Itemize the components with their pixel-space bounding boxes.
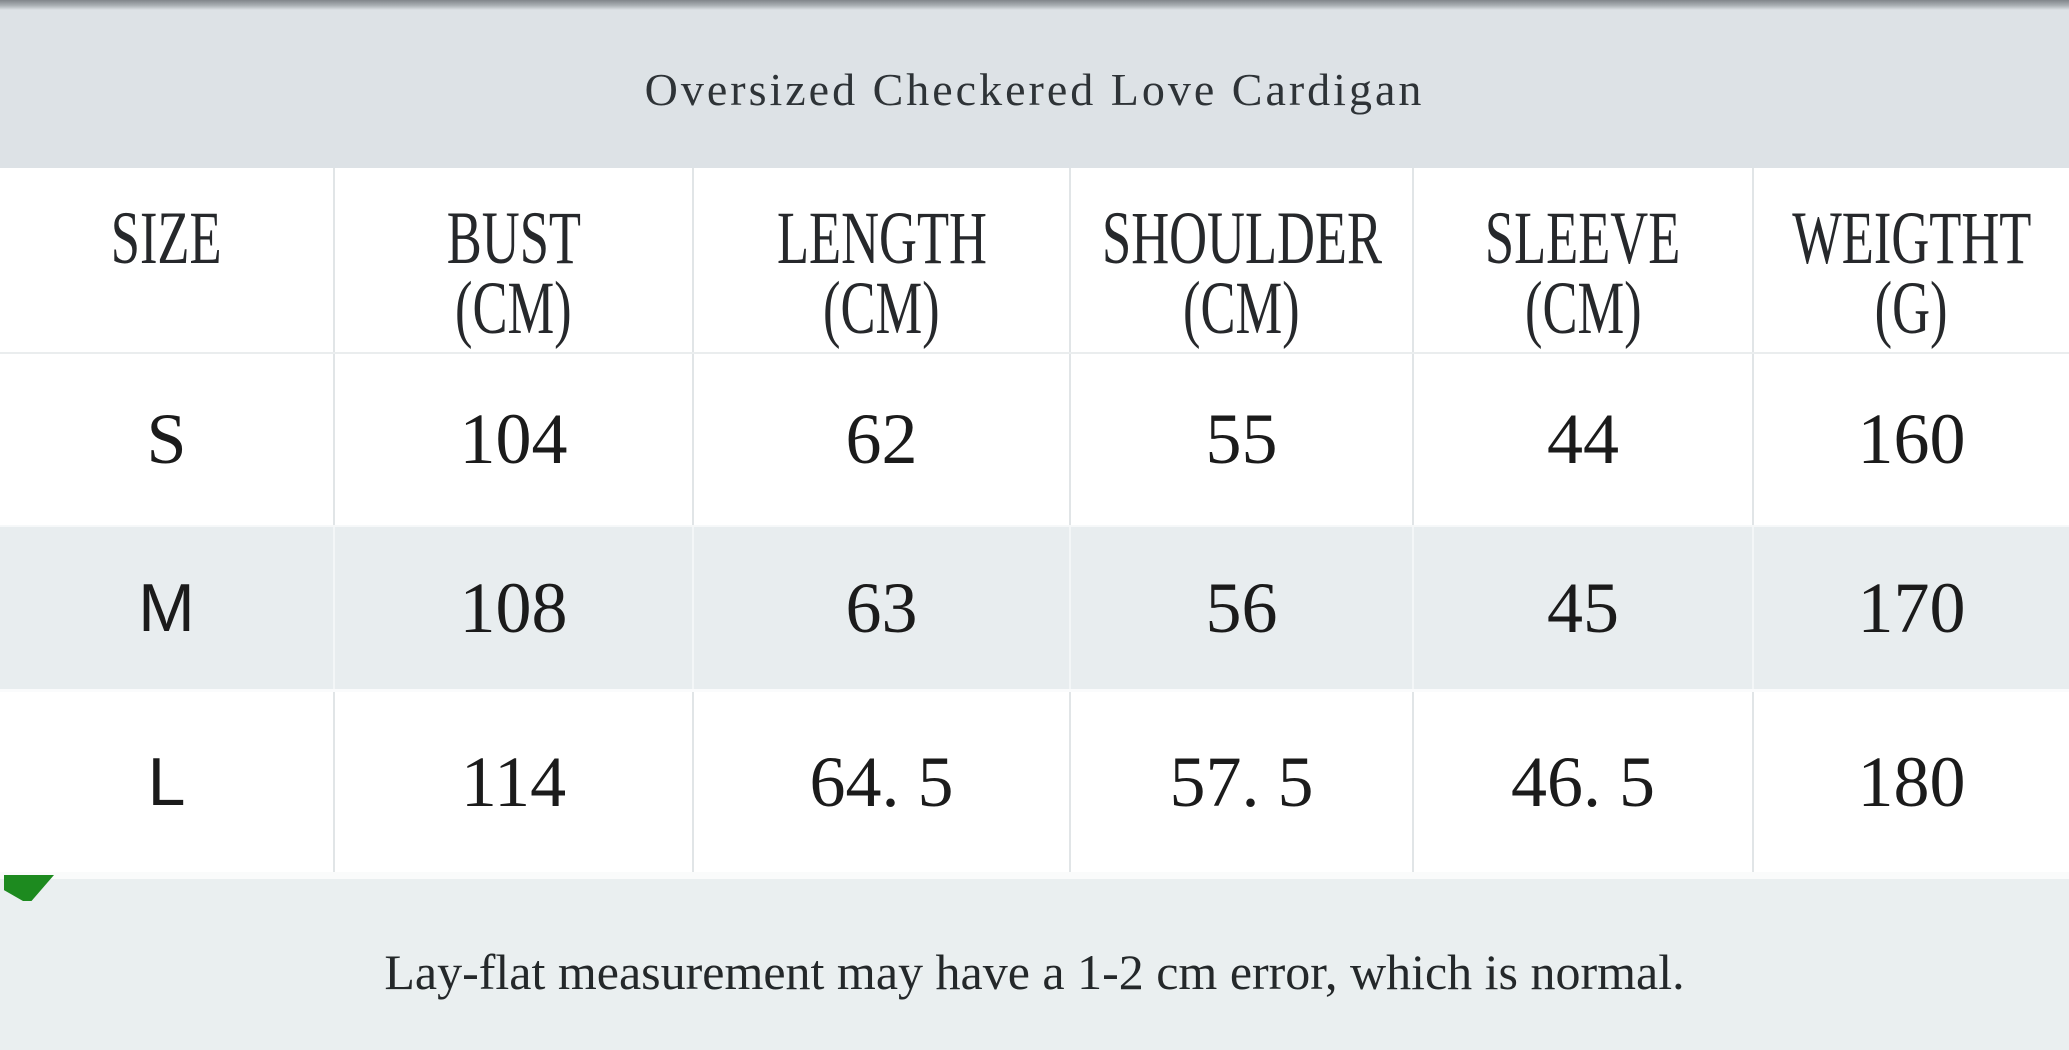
column-header-sleeve: SLEEVE (CM) <box>1414 168 1754 352</box>
photo-top-edge <box>0 0 2069 10</box>
column-header-label: SLEEVE <box>1485 197 1681 280</box>
size-cell: S <box>0 354 335 525</box>
measurement-note: Lay-flat measurement may have a 1-2 cm e… <box>384 943 1685 1000</box>
length-cell: 64. 5 <box>694 692 1071 872</box>
sleeve-cell: 46. 5 <box>1414 692 1754 872</box>
table-title: Oversized Checkered Love Cardigan <box>644 63 1425 115</box>
column-header-label: SHOULDER <box>1101 197 1382 280</box>
sleeve-cell: 44 <box>1414 354 1754 525</box>
measurement-note-band: Lay-flat measurement may have a 1-2 cm e… <box>0 872 2069 1050</box>
shoulder-cell: 55 <box>1071 354 1414 525</box>
column-header-label: BUST <box>446 197 581 280</box>
sleeve-cell: 45 <box>1414 527 1754 689</box>
column-header-label: WEIGTHT <box>1791 197 2032 280</box>
length-cell: 63 <box>694 527 1071 689</box>
column-header-unit: (CM) <box>455 267 572 350</box>
column-header-bust: BUST (CM) <box>335 168 694 352</box>
column-header-size: SIZE <box>0 168 335 352</box>
bust-cell: 114 <box>335 692 694 872</box>
column-header-label: SIZE <box>111 197 222 280</box>
column-header-unit: (CM) <box>1183 267 1300 350</box>
column-header-unit: (CM) <box>1524 267 1642 350</box>
shoulder-cell: 56 <box>1071 527 1414 689</box>
column-header-shoulder: SHOULDER (CM) <box>1071 168 1414 352</box>
green-corner-marker-icon <box>4 875 54 901</box>
table-title-band: Oversized Checkered Love Cardigan <box>0 10 2069 168</box>
column-header-weight: WEIGTHT (G) <box>1754 168 2069 352</box>
column-header-unit: (G) <box>1875 267 1948 350</box>
table-row-s: S 104 62 55 44 160 <box>0 354 2069 525</box>
weight-cell: 170 <box>1857 567 1966 648</box>
size-cell: M <box>0 527 335 689</box>
header-row: SIZE BUST (CM) LENGTH (CM) SHOULDER (CM)… <box>0 168 2069 354</box>
length-cell: 62 <box>694 354 1071 525</box>
size-cell: L <box>0 692 335 872</box>
table-row-l: L 114 64. 5 57. 5 46. 5 180 <box>0 692 2069 872</box>
weight-cell: 160 <box>1857 399 1966 479</box>
column-header-unit: (CM) <box>823 267 940 350</box>
shoulder-cell: 57. 5 <box>1071 692 1414 872</box>
column-header-length: LENGTH (CM) <box>694 168 1071 352</box>
bust-cell: 104 <box>335 354 694 525</box>
column-header-label: LENGTH <box>776 197 987 280</box>
table-row-m: M 108 63 56 45 170 <box>0 525 2069 692</box>
weight-cell: 180 <box>1857 741 1966 822</box>
bust-cell: 108 <box>335 527 694 689</box>
